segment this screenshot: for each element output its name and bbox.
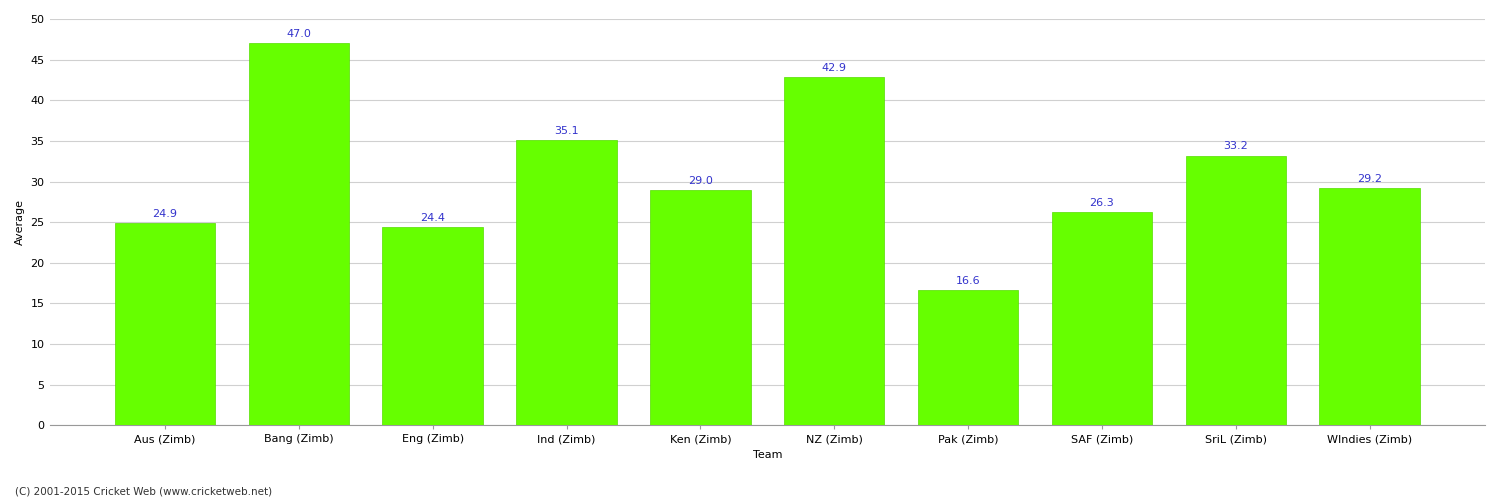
Bar bbox=[650, 190, 750, 426]
Bar bbox=[116, 223, 214, 426]
Text: 29.0: 29.0 bbox=[688, 176, 712, 186]
Bar bbox=[516, 140, 616, 426]
Bar bbox=[1320, 188, 1420, 426]
Text: 33.2: 33.2 bbox=[1224, 142, 1248, 152]
Text: 26.3: 26.3 bbox=[1089, 198, 1114, 207]
Y-axis label: Average: Average bbox=[15, 199, 26, 245]
Bar bbox=[784, 76, 885, 426]
Text: 16.6: 16.6 bbox=[956, 276, 981, 286]
X-axis label: Team: Team bbox=[753, 450, 782, 460]
Text: 42.9: 42.9 bbox=[822, 62, 846, 72]
Text: 24.4: 24.4 bbox=[420, 213, 446, 223]
Bar bbox=[918, 290, 1019, 426]
Text: (C) 2001-2015 Cricket Web (www.cricketweb.net): (C) 2001-2015 Cricket Web (www.cricketwe… bbox=[15, 487, 272, 497]
Bar bbox=[1052, 212, 1152, 426]
Text: 24.9: 24.9 bbox=[153, 209, 177, 219]
Bar bbox=[249, 44, 350, 426]
Text: 35.1: 35.1 bbox=[554, 126, 579, 136]
Bar bbox=[1185, 156, 1286, 426]
Bar bbox=[382, 227, 483, 426]
Text: 29.2: 29.2 bbox=[1358, 174, 1382, 184]
Text: 47.0: 47.0 bbox=[286, 30, 312, 40]
